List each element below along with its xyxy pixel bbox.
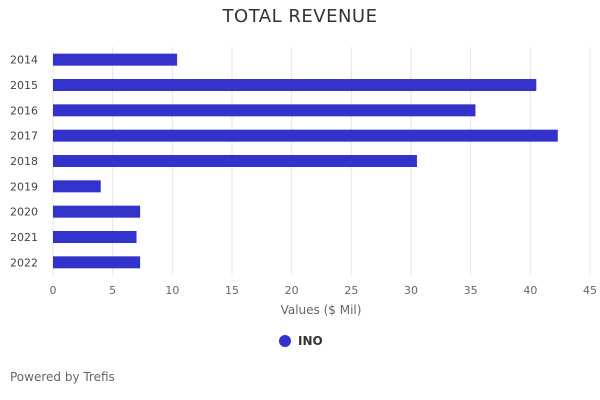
y-category-label: 2014: [10, 54, 38, 67]
chart-title: TOTAL REVENUE: [222, 6, 378, 27]
bar-2017[interactable]: [53, 129, 558, 142]
x-tick-label: 15: [225, 284, 239, 297]
bar-2021[interactable]: [53, 231, 137, 243]
x-tick-label: 20: [285, 284, 299, 297]
x-tick-label: 40: [523, 284, 537, 297]
y-category-label: 2022: [10, 256, 38, 269]
y-category-label: 2021: [10, 231, 38, 244]
x-tick-label: 5: [109, 284, 116, 297]
y-category-label: 2018: [10, 155, 38, 168]
x-tick-label: 10: [165, 284, 179, 297]
y-category-label: 2015: [10, 79, 38, 92]
legend-marker-icon: [279, 335, 291, 347]
y-axis-labels: 2014 2015 2016 2017 2018 2019 2020 2021 2022: [10, 54, 38, 270]
bar-2018[interactable]: [53, 155, 417, 167]
legend-label: INO: [298, 334, 323, 348]
x-tick-label: 25: [344, 284, 358, 297]
x-tick-label: 45: [583, 284, 597, 297]
credits-link[interactable]: Powered by Trefis: [10, 370, 115, 384]
x-axis-ticks: 0 5 10 15 20 25 30 35 40 45: [50, 284, 598, 297]
bar-2020[interactable]: [53, 205, 141, 218]
bar-2015[interactable]: [53, 79, 537, 91]
bar-2019[interactable]: [53, 180, 101, 193]
y-category-label: 2020: [10, 206, 38, 219]
x-axis-title: Values ($ Mil): [281, 303, 362, 317]
bar-2022[interactable]: [53, 256, 141, 269]
x-tick-label: 35: [464, 284, 478, 297]
bars: [53, 53, 558, 269]
x-tick-label: 30: [404, 284, 418, 297]
y-category-label: 2017: [10, 130, 38, 143]
x-tick-label: 0: [50, 284, 57, 297]
y-category-label: 2016: [10, 104, 38, 117]
bar-2016[interactable]: [53, 104, 476, 117]
y-category-label: 2019: [10, 180, 38, 193]
legend-item-ino[interactable]: INO: [279, 334, 323, 348]
bar-2014[interactable]: [53, 53, 178, 66]
